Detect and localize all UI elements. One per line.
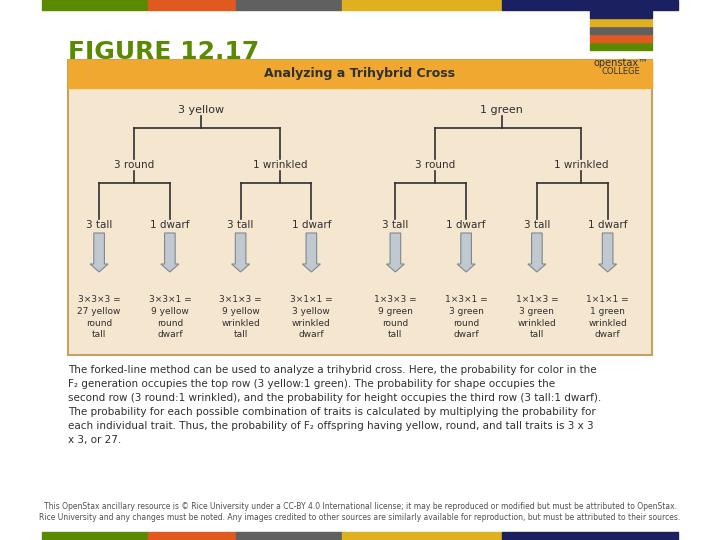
Bar — [236, 532, 342, 540]
Text: 3 round: 3 round — [114, 160, 155, 170]
Text: 1×3×1 =
3 green
round
dwarf: 1×3×1 = 3 green round dwarf — [445, 295, 487, 340]
Bar — [68, 60, 652, 88]
Text: The forked-line method can be used to analyze a trihybrid cross. Here, the proba: The forked-line method can be used to an… — [68, 365, 601, 445]
Bar — [590, 11, 652, 18]
Text: 3 round: 3 round — [415, 160, 455, 170]
Text: 3 yellow: 3 yellow — [178, 105, 224, 115]
Bar — [502, 532, 678, 540]
Bar — [590, 27, 652, 34]
Polygon shape — [457, 233, 475, 272]
Text: 3 tall: 3 tall — [228, 220, 253, 230]
Polygon shape — [232, 233, 250, 272]
Text: 3×3×3 =
27 yellow
round
tall: 3×3×3 = 27 yellow round tall — [78, 295, 121, 340]
Bar — [590, 19, 652, 26]
Text: 1 dwarf: 1 dwarf — [292, 220, 331, 230]
Text: 1 dwarf: 1 dwarf — [446, 220, 486, 230]
Text: 1 dwarf: 1 dwarf — [150, 220, 189, 230]
Text: COLLEGE: COLLEGE — [601, 67, 640, 76]
Text: openstax™: openstax™ — [593, 58, 648, 68]
Text: Analyzing a Trihybrid Cross: Analyzing a Trihybrid Cross — [264, 68, 456, 80]
Text: 3×3×1 =
9 yellow
round
dwarf: 3×3×1 = 9 yellow round dwarf — [148, 295, 192, 340]
Polygon shape — [598, 233, 616, 272]
Bar — [148, 0, 236, 10]
Bar — [42, 532, 148, 540]
Polygon shape — [528, 233, 546, 272]
FancyBboxPatch shape — [68, 60, 652, 355]
Polygon shape — [161, 233, 179, 272]
Text: 3 tall: 3 tall — [86, 220, 112, 230]
Text: 1×1×1 =
1 green
wrinkled
dwarf: 1×1×1 = 1 green wrinkled dwarf — [586, 295, 629, 340]
Bar — [502, 0, 678, 10]
Text: FIGURE 12.17: FIGURE 12.17 — [68, 40, 259, 64]
Text: 1×3×3 =
9 green
round
tall: 1×3×3 = 9 green round tall — [374, 295, 417, 340]
Bar — [590, 35, 652, 42]
Bar — [148, 532, 236, 540]
Text: 3×1×3 =
9 yellow
wrinkled
tall: 3×1×3 = 9 yellow wrinkled tall — [220, 295, 262, 340]
Bar — [42, 0, 148, 10]
Text: 1 green: 1 green — [480, 105, 523, 115]
Bar — [342, 0, 502, 10]
Text: 1 wrinkled: 1 wrinkled — [554, 160, 608, 170]
Bar — [342, 532, 502, 540]
Text: 3×1×1 =
3 yellow
wrinkled
dwarf: 3×1×1 = 3 yellow wrinkled dwarf — [290, 295, 333, 340]
Polygon shape — [90, 233, 108, 272]
Polygon shape — [302, 233, 320, 272]
Bar — [590, 43, 652, 50]
Text: 3 tall: 3 tall — [382, 220, 408, 230]
Text: 3 tall: 3 tall — [523, 220, 550, 230]
Text: 1 dwarf: 1 dwarf — [588, 220, 627, 230]
Bar — [236, 0, 342, 10]
Text: 1 wrinkled: 1 wrinkled — [253, 160, 307, 170]
Text: This OpenStax ancillary resource is © Rice University under a CC-BY 4.0 Internat: This OpenStax ancillary resource is © Ri… — [40, 502, 680, 522]
Text: 1×1×3 =
3 green
wrinkled
tall: 1×1×3 = 3 green wrinkled tall — [516, 295, 558, 340]
Polygon shape — [387, 233, 405, 272]
